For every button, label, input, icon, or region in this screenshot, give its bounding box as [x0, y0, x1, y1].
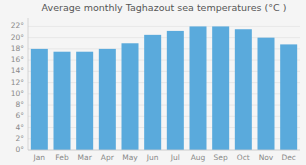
y-axis: 0° 2° 4° 6° 8° 10° 12° 14° 16° 18° 20° 22°: [11, 21, 25, 154]
bar: [54, 52, 71, 150]
y-tick-label: 0°: [15, 145, 24, 154]
x-tick-label: Feb: [55, 153, 69, 162]
x-tick-label: Jun: [146, 153, 159, 162]
y-tick-label: 22°: [11, 21, 25, 30]
bar: [99, 49, 116, 150]
bar: [76, 52, 93, 150]
y-tick-label: 18°: [11, 44, 25, 53]
bar: [167, 31, 184, 150]
bar: [31, 49, 48, 150]
x-tick-label: Dec: [281, 153, 296, 162]
bar: [280, 44, 297, 150]
y-tick-label: 2°: [15, 134, 24, 143]
x-tick-label: Mar: [78, 153, 93, 162]
grid: [28, 26, 300, 150]
y-tick-label: 10°: [11, 89, 25, 98]
x-tick-label: May: [122, 153, 138, 162]
x-tick-label: Sep: [214, 153, 228, 162]
x-axis-line: [28, 150, 300, 151]
chart-svg: Average monthly Taghazout sea temperatur…: [0, 0, 306, 165]
bar: [144, 35, 161, 150]
bar: [235, 29, 252, 150]
y-tick-label: 8°: [15, 100, 24, 109]
x-tick-label: Apr: [101, 153, 115, 162]
x-tick-label: Aug: [191, 153, 206, 162]
y-tick-label: 14°: [11, 66, 25, 75]
chart-title: Average monthly Taghazout sea temperatur…: [42, 2, 287, 13]
x-tick-label: Jul: [170, 153, 180, 162]
bar: [122, 43, 139, 150]
bar: [258, 38, 275, 150]
x-tick-label: Jan: [33, 153, 46, 162]
x-tick-label: Oct: [237, 153, 250, 162]
y-tick-label: 16°: [11, 55, 25, 64]
background: [0, 0, 306, 165]
bar: [190, 26, 207, 150]
y-axis-line: [28, 18, 29, 150]
y-tick-label: 12°: [11, 78, 25, 87]
y-tick-label: 4°: [15, 123, 24, 132]
grid-line: [28, 150, 300, 151]
chart-container: Average monthly Taghazout sea temperatur…: [0, 0, 306, 165]
x-tick-label: Nov: [259, 153, 274, 162]
y-tick-label: 20°: [11, 33, 25, 42]
grid-line: [28, 26, 300, 27]
y-tick-label: 6°: [15, 111, 24, 120]
x-axis: Jan Feb Mar Apr May Jun Jul Aug Sep Oct Nov Dec: [33, 153, 296, 162]
bar: [212, 26, 229, 150]
bars: [31, 26, 297, 150]
